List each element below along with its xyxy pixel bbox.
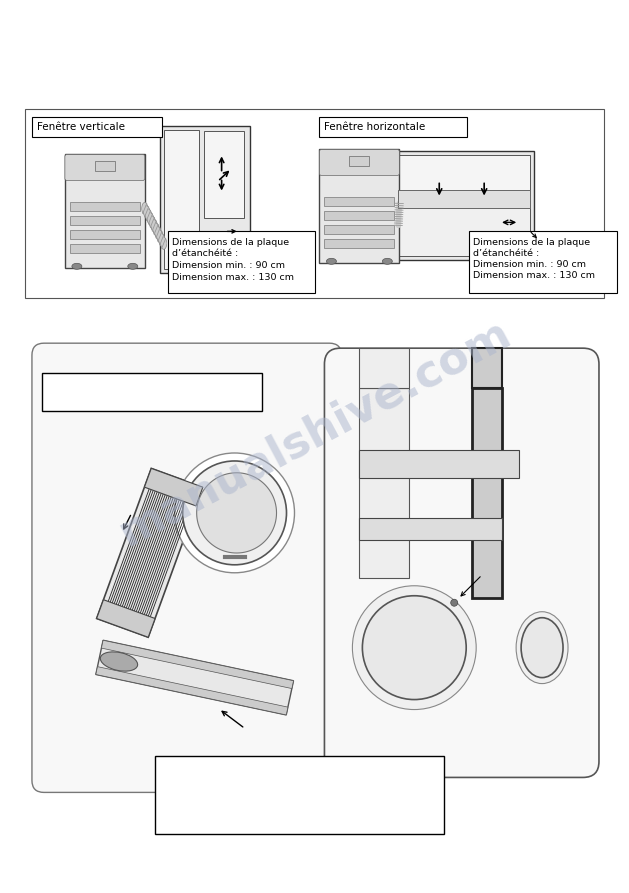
- Ellipse shape: [516, 612, 568, 684]
- Bar: [469, 231, 617, 293]
- Text: Fenêtre verticale: Fenêtre verticale: [37, 121, 125, 131]
- Bar: [25, 109, 604, 298]
- Bar: [359, 388, 409, 578]
- Ellipse shape: [155, 227, 161, 238]
- Circle shape: [362, 596, 466, 699]
- Circle shape: [175, 453, 294, 572]
- Circle shape: [182, 461, 286, 564]
- Ellipse shape: [326, 258, 337, 264]
- Circle shape: [451, 599, 458, 606]
- Ellipse shape: [521, 618, 563, 678]
- Polygon shape: [97, 469, 203, 638]
- Ellipse shape: [147, 213, 153, 225]
- Text: Fenêtre horizontale: Fenêtre horizontale: [325, 121, 426, 131]
- Bar: [359, 450, 519, 478]
- Bar: [472, 388, 502, 597]
- Bar: [160, 126, 250, 273]
- Polygon shape: [96, 640, 294, 715]
- Ellipse shape: [101, 652, 138, 672]
- Ellipse shape: [145, 209, 152, 221]
- Bar: [325, 225, 394, 234]
- Text: Dimensions de la plaque: Dimensions de la plaque: [473, 238, 590, 247]
- Bar: [325, 239, 394, 248]
- Bar: [325, 212, 394, 221]
- Bar: [204, 130, 243, 219]
- Ellipse shape: [151, 220, 157, 232]
- Bar: [70, 230, 140, 239]
- FancyBboxPatch shape: [320, 149, 399, 175]
- Text: d’étanchéité :: d’étanchéité :: [172, 249, 238, 258]
- Bar: [42, 373, 262, 411]
- Polygon shape: [96, 667, 288, 715]
- Text: Dimension min. : 90 cm: Dimension min. : 90 cm: [172, 262, 285, 271]
- FancyBboxPatch shape: [65, 154, 145, 180]
- Bar: [359, 348, 409, 388]
- Ellipse shape: [142, 203, 148, 214]
- Circle shape: [352, 586, 476, 710]
- FancyBboxPatch shape: [325, 348, 599, 778]
- Text: Dimension min. : 90 cm: Dimension min. : 90 cm: [473, 261, 586, 270]
- Ellipse shape: [149, 216, 155, 229]
- Bar: [32, 117, 162, 137]
- Bar: [472, 348, 502, 388]
- Text: Dimensions de la plaque: Dimensions de la plaque: [172, 238, 289, 247]
- Bar: [398, 155, 530, 196]
- Ellipse shape: [161, 238, 167, 249]
- Bar: [168, 231, 316, 293]
- Polygon shape: [197, 472, 277, 553]
- Ellipse shape: [72, 263, 82, 270]
- Ellipse shape: [157, 230, 163, 242]
- Bar: [155, 756, 444, 834]
- Bar: [70, 203, 140, 212]
- Bar: [95, 162, 115, 171]
- Ellipse shape: [128, 263, 138, 270]
- Bar: [320, 148, 399, 263]
- Text: Dimension max. : 130 cm: Dimension max. : 130 cm: [473, 271, 595, 280]
- Bar: [398, 202, 530, 256]
- Ellipse shape: [143, 206, 150, 218]
- Bar: [359, 518, 502, 540]
- Polygon shape: [101, 640, 294, 689]
- Bar: [70, 216, 140, 225]
- Bar: [164, 129, 199, 270]
- Polygon shape: [145, 469, 203, 506]
- FancyBboxPatch shape: [32, 343, 342, 792]
- Bar: [320, 117, 467, 137]
- Ellipse shape: [382, 258, 392, 264]
- Bar: [325, 197, 394, 206]
- Text: Dimension max. : 130 cm: Dimension max. : 130 cm: [172, 273, 294, 282]
- Ellipse shape: [153, 223, 159, 236]
- Ellipse shape: [159, 234, 165, 246]
- Bar: [349, 156, 369, 166]
- Bar: [398, 190, 530, 208]
- Bar: [394, 151, 534, 261]
- Text: manualshive.com: manualshive.com: [111, 312, 518, 555]
- Bar: [65, 154, 145, 268]
- Text: d’étanchéité :: d’étanchéité :: [473, 249, 540, 258]
- Bar: [70, 245, 140, 254]
- Polygon shape: [97, 600, 155, 638]
